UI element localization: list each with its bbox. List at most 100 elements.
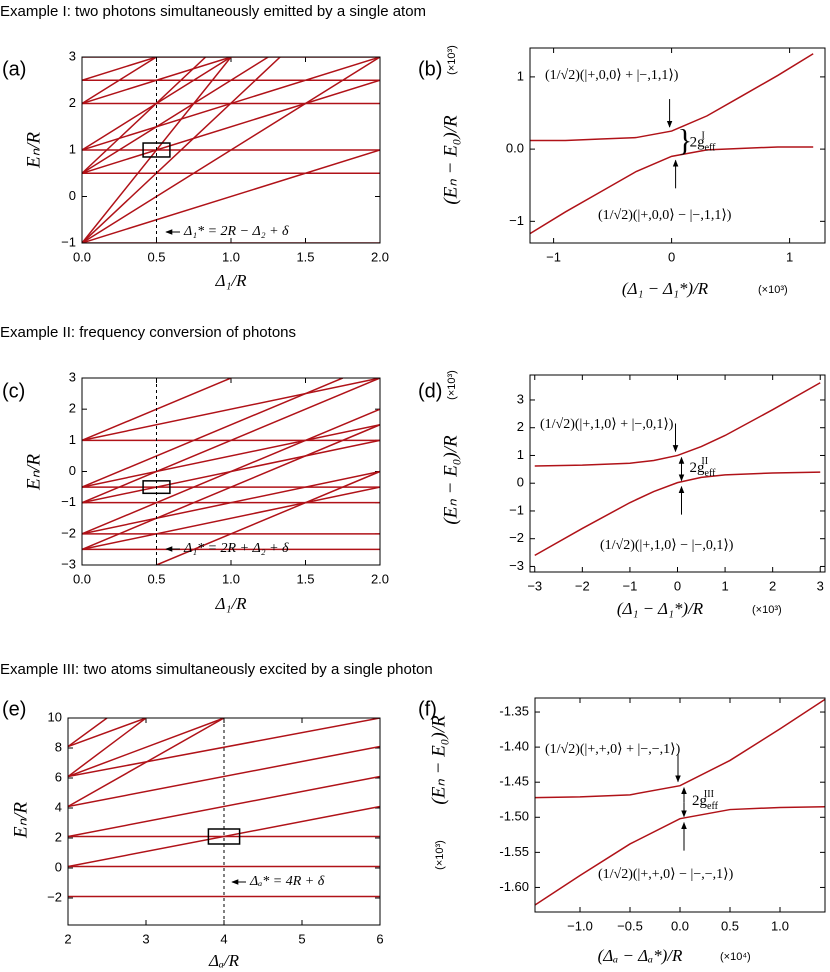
- section-heading: Example III: two atoms simultaneously ex…: [0, 661, 433, 678]
- y-tick-label: −1: [61, 494, 76, 509]
- x-axis-unit: (×10⁴): [720, 951, 751, 963]
- x-tick-label: −0.5: [617, 918, 643, 933]
- x-tick-label: 2.0: [371, 571, 389, 586]
- y-axis-label: Eₙ/R: [23, 454, 44, 491]
- curve: [68, 718, 225, 808]
- y-tick-label: -1.55: [499, 844, 529, 859]
- x-tick-label: −1: [623, 578, 638, 593]
- y-tick-label: 2: [55, 829, 62, 844]
- x-axis-label: Δ₁/R: [215, 594, 248, 613]
- y-axis-unit: (×10³): [434, 840, 446, 870]
- y-tick-label: 1: [517, 447, 524, 462]
- state-label: (1/√2)(|+,+,0⟩ + |−,−,1⟩): [545, 742, 681, 757]
- gap-label: 2geffII: [690, 456, 717, 479]
- x-tick-label: −2: [575, 578, 590, 593]
- y-tick-label: -1.40: [499, 739, 529, 754]
- panel: 0.0 0.5 1.0 1.5 2.0 −1 0 1 2 3 Δ₁* = 2R − Δ₂ + δ (a…: [2, 48, 389, 289]
- x-tick-label: 0.0: [73, 249, 91, 264]
- curve: [68, 745, 380, 808]
- panel: 2 3 4 5 6 −2 0 2 4 6 8 10 Δₐ* = 4R + δ (e) Eₙ/R Δₐ/R: [2, 698, 384, 970]
- curve: [68, 718, 108, 748]
- curve: [82, 486, 380, 551]
- y-tick-label: 0: [69, 188, 76, 203]
- curve: [68, 718, 380, 778]
- x-tick-label: −1: [546, 249, 561, 264]
- gap-symbol: 2g: [690, 460, 706, 476]
- panel-label: (d): [418, 380, 442, 402]
- panel: −1 0 1 −1 0.0 1 (b) (Eₙ − E₀)/R (Δ₁ − Δ₁*)/R (×10…: [418, 45, 826, 298]
- gap-sup: III: [704, 789, 714, 800]
- x-tick-label: 1.5: [296, 249, 314, 264]
- panel-label: (e): [2, 698, 26, 720]
- curve: [82, 470, 380, 535]
- gap-symbol: 2g: [690, 135, 706, 151]
- curve: [82, 378, 380, 442]
- y-tick-label: −2: [61, 525, 76, 540]
- gap-sup: II: [701, 456, 708, 467]
- highlight-box: [207, 828, 241, 845]
- y-tick-label: −1: [509, 213, 524, 228]
- curve: [68, 718, 147, 778]
- x-tick-label: 2: [64, 931, 71, 946]
- x-tick-label: 1.0: [222, 249, 240, 264]
- curve: [82, 57, 232, 105]
- x-tick-label: 1.5: [296, 571, 314, 586]
- x-tick-label: 0.5: [147, 249, 165, 264]
- frame: [81, 377, 381, 566]
- x-axis-unit: (×10³): [752, 604, 782, 616]
- y-tick-label: 10: [48, 709, 62, 724]
- x-tick-label: 2.0: [371, 249, 389, 264]
- frame: [529, 374, 826, 573]
- panel-label: (a): [2, 58, 26, 80]
- y-tick-label: 0.0: [506, 141, 524, 156]
- y-tick-label: 0: [517, 475, 524, 490]
- curve: [82, 57, 281, 243]
- gap-sub: eff: [707, 801, 719, 812]
- frame: [81, 56, 381, 244]
- y-axis-label: Eₙ/R: [23, 132, 44, 169]
- curve: [82, 57, 380, 243]
- curve: [82, 57, 269, 174]
- curve: [535, 698, 825, 799]
- curve: [530, 146, 814, 235]
- x-axis-unit: (×10³): [758, 284, 788, 296]
- y-axis-label: Eₙ/R: [10, 802, 31, 839]
- curve: [82, 378, 380, 504]
- y-tick-label: 3: [69, 369, 76, 384]
- curve: [535, 806, 825, 906]
- x-tick-label: −1.0: [567, 918, 593, 933]
- y-tick-label: 1: [517, 68, 524, 83]
- y-tick-label: 8: [55, 739, 62, 754]
- gap-label: 2geffI: [690, 131, 717, 154]
- x-tick-label: 3: [142, 931, 149, 946]
- y-tick-label: −3: [61, 556, 76, 571]
- gap-label: 2geffIII: [692, 789, 719, 812]
- curve: [82, 424, 380, 551]
- y-tick-label: −1: [509, 502, 524, 517]
- state-label: (1/√2)(|+,1,0⟩ − |−,0,1⟩): [600, 538, 734, 553]
- y-tick-label: −2: [509, 530, 524, 545]
- x-tick-label: 3: [817, 578, 824, 593]
- y-tick-label: 0: [55, 859, 62, 874]
- curve: [82, 149, 380, 243]
- y-tick-label: -1.35: [499, 703, 529, 718]
- frame: [529, 47, 826, 244]
- y-tick-label: 3: [517, 391, 524, 406]
- x-tick-label: 4: [220, 931, 227, 946]
- x-tick-label: 0.5: [147, 571, 165, 586]
- curve: [156, 470, 380, 565]
- gap-sub: eff: [705, 143, 717, 154]
- y-axis-label: (Eₙ − E₀)/R: [428, 715, 449, 805]
- x-tick-label: 6: [376, 931, 383, 946]
- x-tick-label: 5: [298, 931, 305, 946]
- y-tick-label: 2: [517, 419, 524, 434]
- y-tick-label: 2: [69, 401, 76, 416]
- curve: [82, 57, 380, 151]
- curve: [68, 805, 380, 868]
- y-tick-label: -1.60: [499, 879, 529, 894]
- x-tick-label: 0.5: [721, 918, 739, 933]
- highlight-box: [142, 142, 171, 158]
- x-tick-label: −3: [527, 578, 542, 593]
- x-tick-label: 1: [786, 249, 793, 264]
